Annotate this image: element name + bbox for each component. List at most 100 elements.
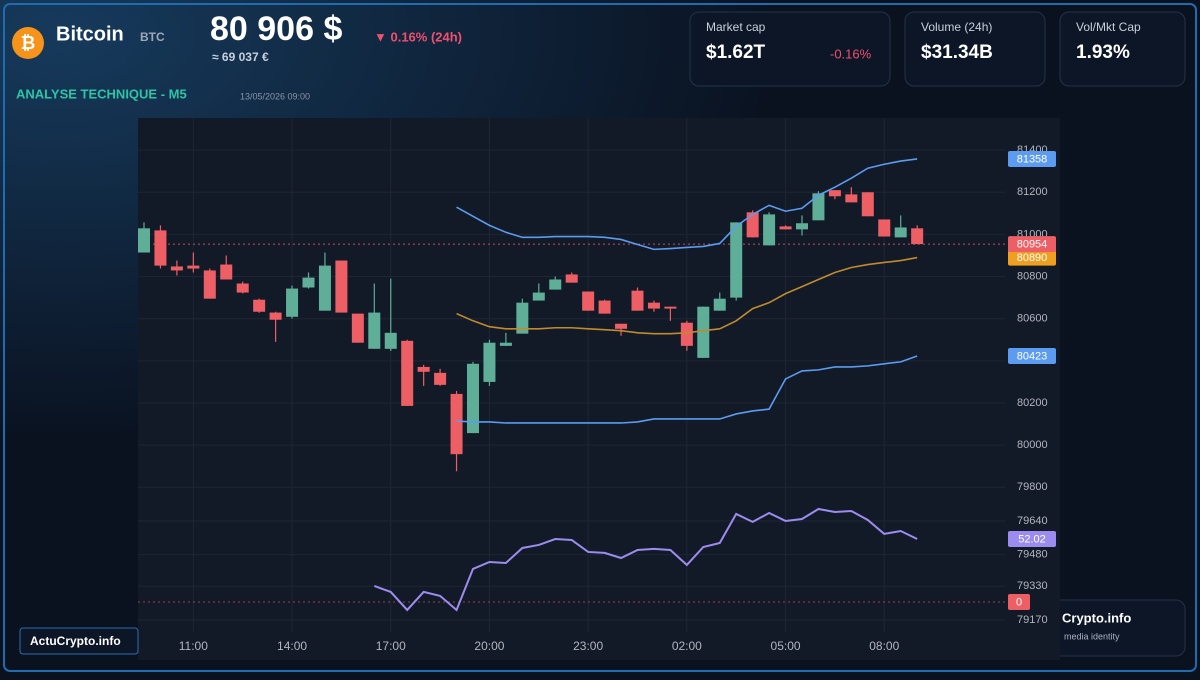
candle-body — [697, 306, 710, 358]
x-tick-label: 17:00 — [376, 639, 406, 653]
candle-body — [631, 290, 644, 311]
candle-body — [203, 270, 216, 299]
candle-body — [434, 372, 447, 385]
stat-card — [1059, 11, 1186, 87]
candle-body — [302, 277, 315, 288]
candle-body — [335, 260, 348, 313]
candle-body — [911, 228, 924, 245]
value-tag — [1008, 249, 1056, 266]
stat-value: 1.93% — [1076, 42, 1130, 63]
value-tag-label: 52.02 — [1018, 533, 1046, 545]
candle-body — [598, 300, 611, 314]
stat-card — [904, 11, 1046, 87]
y-tick-label: 79170 — [1017, 614, 1048, 626]
candle-body — [549, 279, 562, 290]
value-tag-label: 80954 — [1017, 239, 1048, 251]
section-title: ANALYSE TECHNIQUE - M5 — [16, 86, 187, 101]
candle-body — [713, 298, 726, 311]
candle-body — [187, 265, 200, 269]
overlay-line — [456, 256, 918, 335]
y2-tick-label: 0 — [1016, 596, 1022, 608]
candle-body — [351, 313, 364, 343]
candle-body — [532, 292, 545, 301]
coin-name: Bitcoin — [56, 23, 124, 45]
y-tick-label: 80200 — [1017, 397, 1048, 409]
y-tick-label: 80000 — [1017, 439, 1048, 451]
y-tick-label: 80600 — [1017, 313, 1048, 325]
value-tag — [1008, 347, 1056, 364]
y-tick-label: 79480 — [1017, 549, 1048, 561]
candle-body — [861, 192, 874, 217]
footer-card — [1039, 599, 1186, 657]
value-tag-label: 81358 — [1017, 153, 1048, 165]
plot: 11:00 14:00 17:00 20:00 23:00 02:00 05:00 08:00… — [138, 118, 1056, 653]
x-tick-label: 23:00 — [573, 639, 603, 653]
candle-body — [763, 214, 776, 246]
candle-body — [499, 342, 512, 346]
value-tag — [1008, 150, 1056, 167]
candle-body — [894, 227, 907, 238]
candle-body — [170, 266, 183, 271]
candle-body — [417, 366, 430, 372]
footer-left: ActuCrypto.info — [30, 634, 121, 648]
candle-body — [220, 264, 233, 280]
candle-body — [138, 228, 150, 253]
value-tag — [1008, 593, 1030, 610]
candle-body — [779, 226, 792, 230]
candle-body — [664, 306, 677, 309]
price: 80 906 $ — [210, 10, 342, 48]
candle-body — [269, 312, 282, 320]
logo-symbol: ₿ — [21, 33, 36, 53]
logo — [12, 27, 44, 59]
x-tick-label: 14:00 — [277, 639, 307, 653]
stat-label: Market cap — [706, 20, 766, 34]
y-tick-label: 81200 — [1017, 186, 1048, 198]
value-tag — [1008, 530, 1056, 547]
value-tag-label: 80423 — [1017, 350, 1048, 362]
stat-value: $1.62T — [706, 42, 766, 63]
candle-body — [878, 219, 891, 237]
overlay-line — [456, 158, 918, 251]
y-tick-label: 80800 — [1017, 270, 1048, 282]
coin-symbol: BTC — [140, 30, 165, 44]
candle-body — [516, 302, 529, 334]
candle-body — [318, 265, 331, 311]
candle-body — [615, 323, 628, 329]
candle-body — [236, 283, 249, 293]
candle-body — [154, 230, 167, 266]
footer-badge — [19, 627, 139, 655]
candle-body — [582, 291, 595, 311]
candle-body — [647, 302, 660, 309]
y-tick-label: 79330 — [1017, 580, 1048, 592]
candle-body — [680, 322, 693, 346]
stat-label: Volume (24h) — [921, 20, 992, 34]
candle-body — [730, 222, 743, 298]
candle-body — [450, 393, 463, 455]
stat-label: Vol/Mkt Cap — [1076, 20, 1141, 34]
candle-body — [368, 312, 381, 349]
candle-body — [483, 342, 496, 382]
candle-body — [467, 363, 479, 434]
candle-body — [253, 299, 266, 312]
footer-brand: Crypto.info — [1062, 610, 1131, 625]
candle-body — [286, 288, 299, 317]
stat-card — [689, 11, 891, 87]
candle-body — [828, 190, 841, 197]
x-tick-label: 11:00 — [179, 639, 208, 653]
chart-panel — [138, 118, 1060, 660]
candle-body — [565, 274, 578, 283]
candle-body — [845, 194, 858, 203]
y-tick-label: 79800 — [1017, 481, 1048, 493]
timestamp: 13/05/2026 09:00 — [240, 91, 310, 101]
footer-sub: media identity — [1064, 631, 1120, 641]
x-tick-label: 20:00 — [474, 639, 504, 653]
candle-body — [796, 223, 808, 230]
candle-body — [746, 212, 759, 238]
price-eur: ≈ 69 037 € — [212, 50, 269, 64]
value-tag — [1008, 236, 1056, 253]
value-tag-label: 80890 — [1017, 252, 1048, 264]
y-tick-label: 79640 — [1017, 515, 1048, 527]
price-change: ▼ 0.16% (24h) — [374, 29, 462, 44]
x-tick-label: 08:00 — [869, 639, 899, 653]
